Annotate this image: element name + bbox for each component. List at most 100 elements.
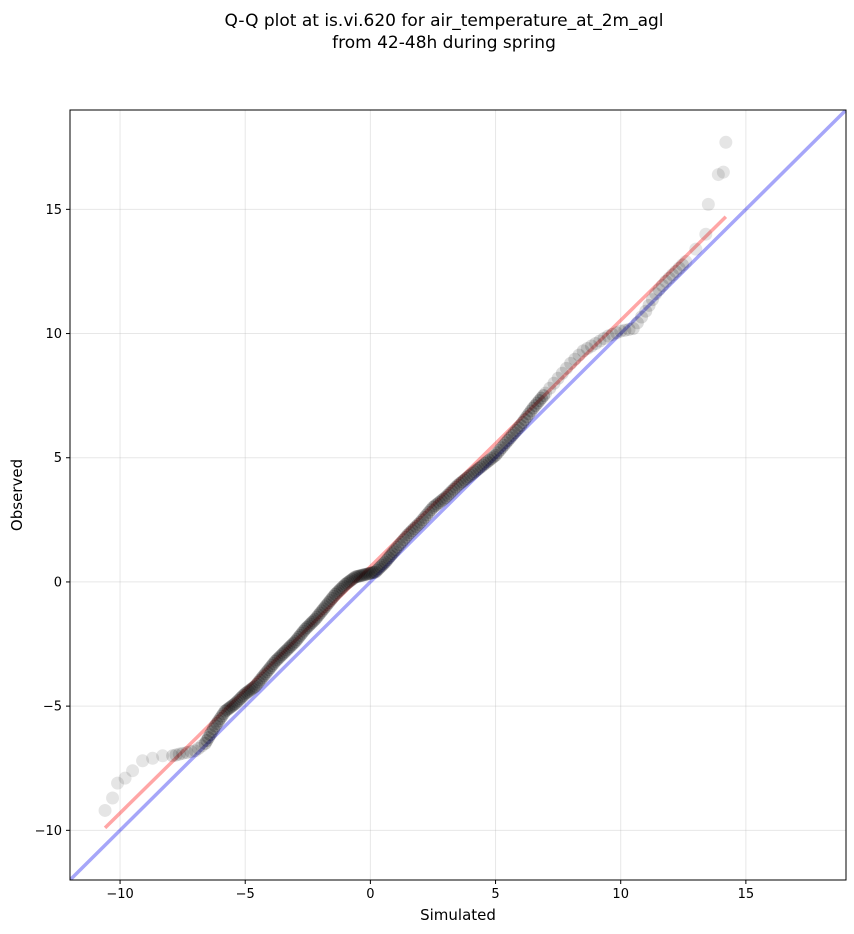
qq-point <box>360 567 374 581</box>
qq-point <box>255 671 269 685</box>
qq-point <box>270 653 284 667</box>
qq-point <box>438 490 452 504</box>
qq-point <box>312 608 326 622</box>
qq-point <box>307 614 321 628</box>
qq-point <box>422 505 436 519</box>
qq-point <box>461 470 475 484</box>
qq-point <box>290 632 304 646</box>
qq-point <box>260 665 274 679</box>
qq-point <box>273 649 287 663</box>
qq-point <box>313 606 327 620</box>
qq-point <box>474 460 488 474</box>
qq-point <box>233 692 247 706</box>
qq-point <box>288 635 302 649</box>
qq-point <box>618 323 632 337</box>
qq-point <box>378 555 392 569</box>
qq-point <box>297 624 311 638</box>
qq-point <box>166 749 180 763</box>
qq-point <box>300 620 314 634</box>
qq-point <box>436 492 450 506</box>
qq-point <box>503 431 517 445</box>
qq-point <box>391 540 405 554</box>
qq-point <box>572 348 586 362</box>
qq-point <box>126 764 140 778</box>
qq-point <box>505 428 519 442</box>
qq-point <box>230 695 244 709</box>
qq-point <box>350 570 364 584</box>
chart-title-line-1: Q-Q plot at is.vi.620 for air_temperatur… <box>224 11 663 31</box>
qq-point <box>520 410 534 424</box>
x-tick-label: 15 <box>738 887 755 902</box>
qq-point <box>539 386 553 400</box>
qq-point <box>298 622 312 636</box>
plot-frame <box>69 109 847 881</box>
qq-point <box>258 667 272 681</box>
qq-point <box>518 413 532 427</box>
qq-point <box>333 582 347 596</box>
qq-point <box>375 558 389 572</box>
y-axis-label: Observed <box>8 459 26 531</box>
y-tick-label: −5 <box>43 700 62 715</box>
qq-point <box>532 394 546 408</box>
qq-point <box>252 675 266 689</box>
x-tick-label: 10 <box>612 887 629 902</box>
y-tick-label: 15 <box>45 203 62 218</box>
qq-point <box>413 515 427 529</box>
qq-point <box>432 495 446 509</box>
qq-point <box>659 274 673 288</box>
qq-point <box>403 526 417 540</box>
qq-point <box>593 334 607 348</box>
qq-point <box>459 471 473 485</box>
reference-lines <box>70 110 846 880</box>
qq-point <box>430 497 444 511</box>
qq-point <box>564 356 578 370</box>
qq-point <box>238 687 252 701</box>
qq-point <box>318 600 332 614</box>
qq-point <box>303 617 317 631</box>
qq-point <box>534 391 548 405</box>
qq-point <box>218 704 232 718</box>
qq-point <box>453 476 467 490</box>
qq-point <box>317 602 331 616</box>
qq-point <box>551 371 565 385</box>
qq-point <box>470 463 484 477</box>
qq-point <box>338 577 352 591</box>
qq-point <box>111 776 125 790</box>
qq-point <box>308 612 322 626</box>
qq-point <box>652 283 666 297</box>
qq-point <box>385 547 399 561</box>
qq-point <box>188 744 202 758</box>
qq-point <box>382 551 396 565</box>
qq-point <box>262 663 276 677</box>
qq-point <box>295 626 309 640</box>
qq-point <box>146 751 160 765</box>
qq-point <box>420 508 434 522</box>
qq-point <box>305 616 319 630</box>
qq-point <box>672 261 686 275</box>
qq-point <box>200 733 214 747</box>
qq-point <box>649 287 663 301</box>
qq-point <box>516 416 530 430</box>
identity-line <box>70 110 846 880</box>
qq-point <box>217 707 231 721</box>
qq-point <box>568 352 582 366</box>
qq-point <box>416 513 430 527</box>
qq-point <box>457 473 471 487</box>
qq-point <box>335 581 349 595</box>
y-tick-label: 5 <box>54 451 62 466</box>
qq-point <box>358 567 372 581</box>
qq-point <box>655 279 669 293</box>
qq-point <box>237 688 251 702</box>
qq-point <box>630 316 644 330</box>
qq-point <box>232 693 246 707</box>
qq-point <box>424 503 438 517</box>
qq-point <box>495 441 509 455</box>
qq-point <box>223 700 237 714</box>
qq-point <box>176 746 190 760</box>
qq-point <box>208 719 222 733</box>
qq-point <box>383 549 397 563</box>
qq-point <box>220 703 234 717</box>
qq-point <box>253 673 267 687</box>
qq-point <box>576 344 590 358</box>
